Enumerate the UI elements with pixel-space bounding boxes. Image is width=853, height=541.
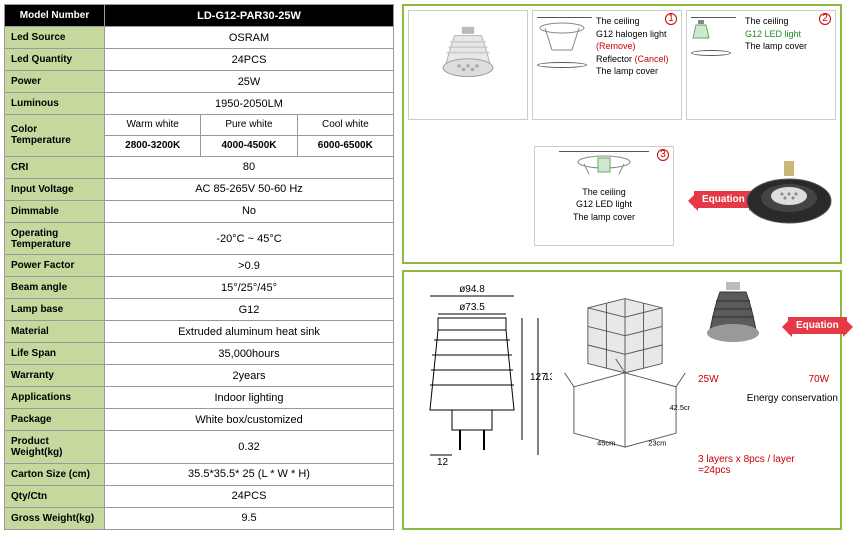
technical-drawing: ø94.8 ø73.5 127 132 12	[412, 280, 552, 520]
table-row: PackageWhite box/customized	[5, 409, 394, 431]
diagram-step-2: 2 The ceiling G12 LED light The lamp cov…	[686, 10, 836, 120]
layers-label: 3 layers x 8pcs / layer =24pcs	[698, 454, 853, 476]
table-row: Luminous1950-2050LM	[5, 93, 394, 115]
svg-text:42.5cm: 42.5cm	[670, 403, 690, 412]
svg-text:12: 12	[437, 457, 449, 468]
header-label: Model Number	[5, 5, 105, 27]
table-row: CRI80	[5, 156, 394, 178]
diagram-step-3: 3 The ceiling G12 LED light The lamp cov…	[534, 146, 674, 246]
step-2-icon: 2	[819, 13, 831, 25]
svg-text:23cm: 23cm	[648, 438, 666, 447]
table-row: Beam angle15°/25°/45°	[5, 277, 394, 299]
table-row: DimmableNo	[5, 200, 394, 222]
svg-text:132: 132	[544, 372, 552, 383]
step-1-icon: 1	[665, 13, 677, 25]
table-row: Operating Temperature-20°C ~ 45°C	[5, 222, 394, 254]
table-row: ApplicationsIndoor lighting	[5, 387, 394, 409]
par30-bulb-icon	[433, 25, 503, 105]
table-row: MaterialExtruded aluminum heat sink	[5, 321, 394, 343]
wattage-70: 70W	[809, 374, 830, 385]
table-row: Qty/Ctn24PCS	[5, 485, 394, 507]
svg-text:45cm: 45cm	[597, 438, 615, 447]
fixture-icon	[744, 156, 834, 236]
recessed-fixture	[744, 156, 834, 239]
energy-label: Energy conservation	[698, 393, 853, 404]
wattage-25: 25W	[698, 374, 719, 385]
bulb-dimension-icon: ø94.8 ø73.5 127 132 12	[412, 280, 552, 480]
installation-panel: 1 The ceiling G12 halogen light (Remove)…	[402, 4, 842, 264]
table-row: Carton Size (cm)35.5*35.5* 25 (L * W * H…	[5, 463, 394, 485]
table-row: Lamp baseG12	[5, 299, 394, 321]
table-row: Life Span35,000hours	[5, 343, 394, 365]
dimensions-panel: ø94.8 ø73.5 127 132 12	[402, 270, 842, 530]
svg-text:ø94.8: ø94.8	[459, 284, 485, 295]
header-value: LD-G12-PAR30-25W	[105, 5, 394, 27]
table-row: Led Quantity24PCS	[5, 49, 394, 71]
diagram-step-1: 1 The ceiling G12 halogen light (Remove)…	[532, 10, 682, 120]
step-3-icon: 3	[657, 149, 669, 161]
table-row: Gross Weight(kg)9.5	[5, 507, 394, 529]
ct-header-row: Color Temperature Warm white Pure white …	[5, 115, 394, 136]
right-column: 1 The ceiling G12 halogen light (Remove)…	[402, 4, 842, 530]
carton-drawing: 42.5cm 45cm 23cm	[560, 280, 690, 520]
carton-icon: 42.5cm 45cm 23cm	[560, 280, 690, 466]
table-row: Power Factor>0.9	[5, 255, 394, 277]
table-row: Led SourceOSRAM	[5, 27, 394, 49]
table-header-row: Model Number LD-G12-PAR30-25W	[5, 5, 394, 27]
table-row: Power25W	[5, 71, 394, 93]
table-row: Warranty2years	[5, 365, 394, 387]
equation-arrow-2: Equation	[788, 317, 847, 334]
led-bulb-icon	[698, 280, 768, 370]
svg-text:ø73.5: ø73.5	[459, 302, 485, 313]
bulb-photo	[408, 10, 528, 120]
table-row: Input VoltageAC 85-265V 50-60 Hz	[5, 178, 394, 200]
energy-comparison: Equation 25W 70W Energy conservation 3	[698, 280, 853, 520]
table-row: Product Weight(kg)0.32	[5, 431, 394, 463]
spec-table: Model Number LD-G12-PAR30-25W Led Source…	[4, 4, 394, 530]
